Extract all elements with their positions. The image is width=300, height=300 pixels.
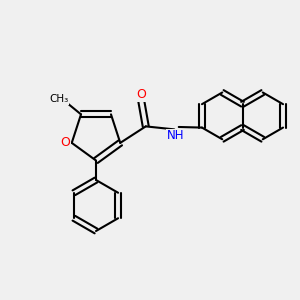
Text: O: O — [136, 88, 146, 101]
Text: O: O — [60, 136, 70, 149]
Text: NH: NH — [167, 130, 184, 142]
Text: CH₃: CH₃ — [50, 94, 69, 104]
